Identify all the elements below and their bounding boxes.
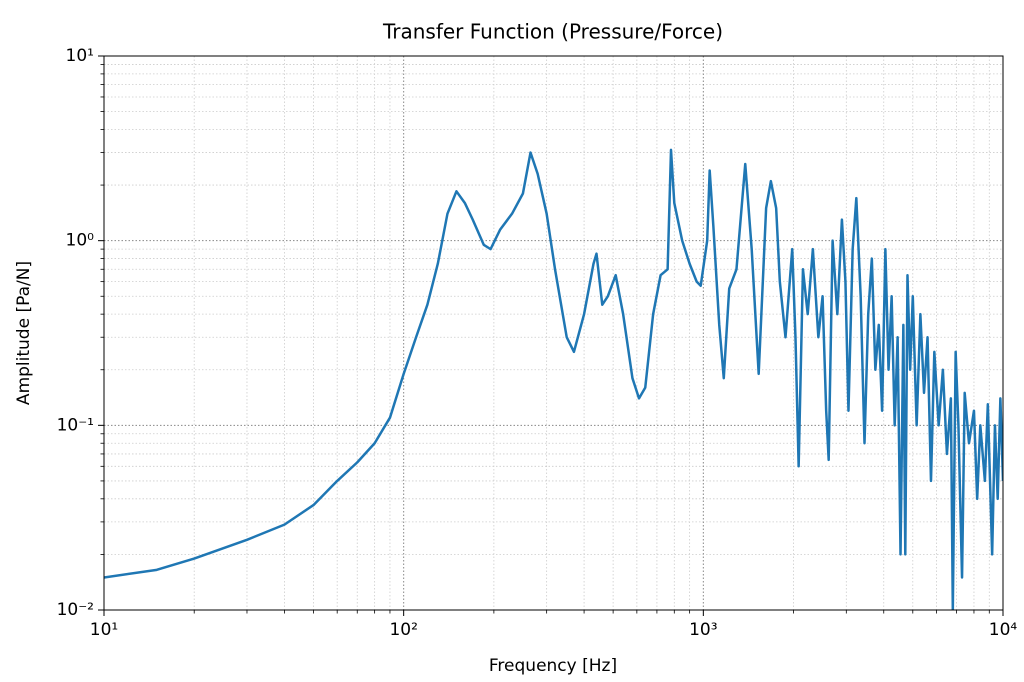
y-tick-label: 10¹ xyxy=(66,46,94,66)
x-tick-label: 10² xyxy=(389,620,417,640)
chart-title: Transfer Function (Pressure/Force) xyxy=(382,20,723,44)
x-tick-label: 10¹ xyxy=(90,620,118,640)
ticks: 10¹ 10² 10³ 10⁴ 10⁻² 10⁻¹ 10⁰ 10¹ xyxy=(57,46,1018,640)
x-axis-label: Frequency [Hz] xyxy=(489,656,617,676)
x-tick-label: 10⁴ xyxy=(989,620,1018,640)
axes-frame xyxy=(103,55,1004,611)
y-tick-label: 10⁻² xyxy=(57,600,94,620)
y-tick-label: 10⁻¹ xyxy=(57,415,94,435)
x-tick-label: 10³ xyxy=(689,620,717,640)
y-axis-label: Amplitude [Pa/N] xyxy=(14,261,34,405)
data-line xyxy=(104,148,1003,610)
y-tick-label: 10⁰ xyxy=(66,231,95,251)
plot-area xyxy=(104,148,1003,610)
